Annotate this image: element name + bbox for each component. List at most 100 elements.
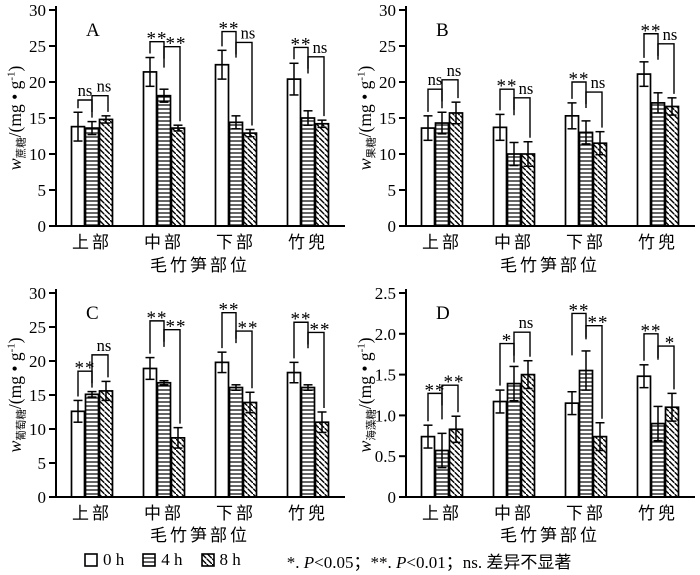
y-tick-label: 30	[379, 1, 396, 20]
sig-label: **	[425, 380, 446, 401]
bar-B-1-0	[492, 126, 508, 227]
bar-D-1-0	[492, 400, 508, 498]
sig-label: **	[497, 76, 518, 97]
y-tick-label: 0	[38, 488, 47, 507]
sig-label: **	[310, 319, 331, 340]
bar-C-3-2	[314, 421, 330, 498]
panel-letter: A	[86, 20, 100, 41]
bar-C-2-1	[228, 386, 244, 498]
y-tick-label: 2.0	[375, 325, 396, 344]
sig-bracket-1	[427, 88, 443, 112]
bar-A-1-2	[170, 127, 186, 227]
bar-C-2-0	[214, 361, 230, 498]
bar-C-0-2	[98, 390, 114, 498]
sig-label: ns	[78, 81, 93, 100]
bar-B-3-2	[664, 105, 680, 227]
panel-b: w果糖/(mg • g-1) 0 5 10 15 20 25 30 B 上部 ns ns 中部 ** ns 下…	[350, 0, 700, 285]
sig-label: ns	[428, 70, 443, 89]
bar-A-1-1	[156, 94, 172, 227]
sig-label: ns	[97, 77, 112, 96]
sig-label: **	[569, 69, 590, 90]
panel-a: w蔗糖/(mg • g-1) 0 5 10 15 20 25 30 A 上部 ns ns 中部 ** ** 下…	[0, 0, 350, 285]
legend: 0 h 4 h 8 h *. P<0.05；**. P<0.01；ns. 差异不显著	[0, 545, 700, 575]
bar-C-3-0	[286, 371, 302, 498]
y-tick-label: 0	[38, 217, 47, 236]
axes	[405, 6, 695, 227]
sig-label: ns	[313, 38, 328, 57]
bar-B-3-0	[636, 73, 652, 227]
bar-C-2-2	[242, 401, 258, 498]
bar-B-0-2	[448, 112, 464, 227]
axes	[405, 289, 695, 498]
bar-C-0-1	[84, 393, 100, 498]
bar-A-3-0	[286, 78, 302, 227]
sig-bracket-2	[91, 354, 109, 384]
chart-panel-c: w葡萄糖/(mg • g-1)051015202530C上部**ns中部****…	[5, 284, 345, 545]
legend-swatch-hlines-icon	[142, 553, 157, 567]
x-category-label: 上部	[72, 504, 112, 523]
y-tick-label: 25	[29, 37, 46, 56]
bar-B-3-1	[650, 102, 666, 227]
y-tick-label: 10	[379, 145, 396, 164]
sig-bracket-2	[441, 384, 459, 413]
x-category-label: 中部	[494, 504, 534, 523]
sig-label: ns	[241, 23, 256, 42]
y-tick-label: 5	[38, 181, 47, 200]
sig-label: *	[665, 333, 676, 354]
sig-bracket-2	[585, 91, 603, 128]
sig-bracket-2	[235, 41, 253, 126]
x-category-label: 中部	[144, 233, 184, 252]
y-tick-label: 0.5	[375, 447, 396, 466]
bar-D-1-2	[520, 373, 536, 498]
sig-label: **	[641, 21, 662, 42]
panel-d: w海藻糖/(mg • g-1) 0 0.5 1.0 1.5 2.0 2.5 D 上部 ** ** 中部…	[350, 284, 700, 545]
y-tick-label: 30	[29, 1, 46, 20]
bar-C-1-1	[156, 381, 172, 498]
sig-label: **	[166, 34, 187, 55]
sig-label: **	[641, 321, 662, 342]
y-tick-label: 10	[29, 420, 46, 439]
bar-A-1-0	[142, 71, 158, 227]
sig-label: **	[219, 300, 240, 321]
sig-bracket-1	[221, 312, 237, 349]
significance-note: *. P<0.05；**. P<0.01；ns. 差异不显著	[286, 552, 572, 572]
sig-label: ns	[519, 313, 534, 332]
bar-B-2-2	[592, 142, 608, 227]
panel-grid: w蔗糖/(mg • g-1) 0 5 10 15 20 25 30 A 上部 ns ns 中部 ** ** 下…	[0, 0, 700, 545]
legend-label: 8 h	[219, 550, 241, 569]
sig-bracket-2	[163, 329, 181, 424]
x-axis-label: 毛竹笋部位	[150, 256, 250, 275]
y-axis-label: w蔗糖/(mg • g-1)	[5, 65, 28, 170]
panel-letter: C	[86, 303, 99, 324]
sig-bracket-1	[427, 392, 443, 422]
sig-bracket-2	[513, 97, 531, 138]
bar-B-0-1	[434, 122, 450, 227]
x-category-label: 中部	[144, 504, 184, 523]
y-tick-label: 20	[29, 73, 46, 92]
sig-label: **	[569, 300, 590, 321]
x-axis-label: 毛竹笋部位	[500, 256, 600, 275]
x-category-label: 竹兜	[288, 504, 328, 523]
bar-A-0-2	[98, 118, 114, 227]
bar-A-2-2	[242, 132, 258, 227]
panel-c: w葡萄糖/(mg • g-1) 0 5 10 15 20 25 30 C 上部 ** ns 中部 ** **…	[0, 284, 350, 545]
y-tick-label: 15	[29, 386, 46, 405]
sig-label: **	[219, 19, 240, 40]
legend-item-4h: 4 h	[142, 550, 183, 570]
bar-B-0-0	[420, 127, 436, 227]
bar-C-0-0	[70, 410, 86, 498]
sig-label: **	[588, 313, 609, 334]
y-axis-label: w海藻糖/(mg • g-1)	[355, 337, 378, 452]
y-axis-label: w葡萄糖/(mg • g-1)	[5, 337, 28, 452]
legend-swatch-open-icon	[84, 553, 98, 567]
sig-bracket-2	[307, 331, 325, 408]
panel-letter: D	[436, 303, 450, 324]
legend-items: 0 h 4 h 8 h	[84, 550, 259, 570]
sig-label: **	[291, 309, 312, 330]
sig-bracket-2	[163, 46, 181, 122]
sig-label: **	[238, 318, 259, 339]
bar-A-2-0	[214, 63, 230, 227]
